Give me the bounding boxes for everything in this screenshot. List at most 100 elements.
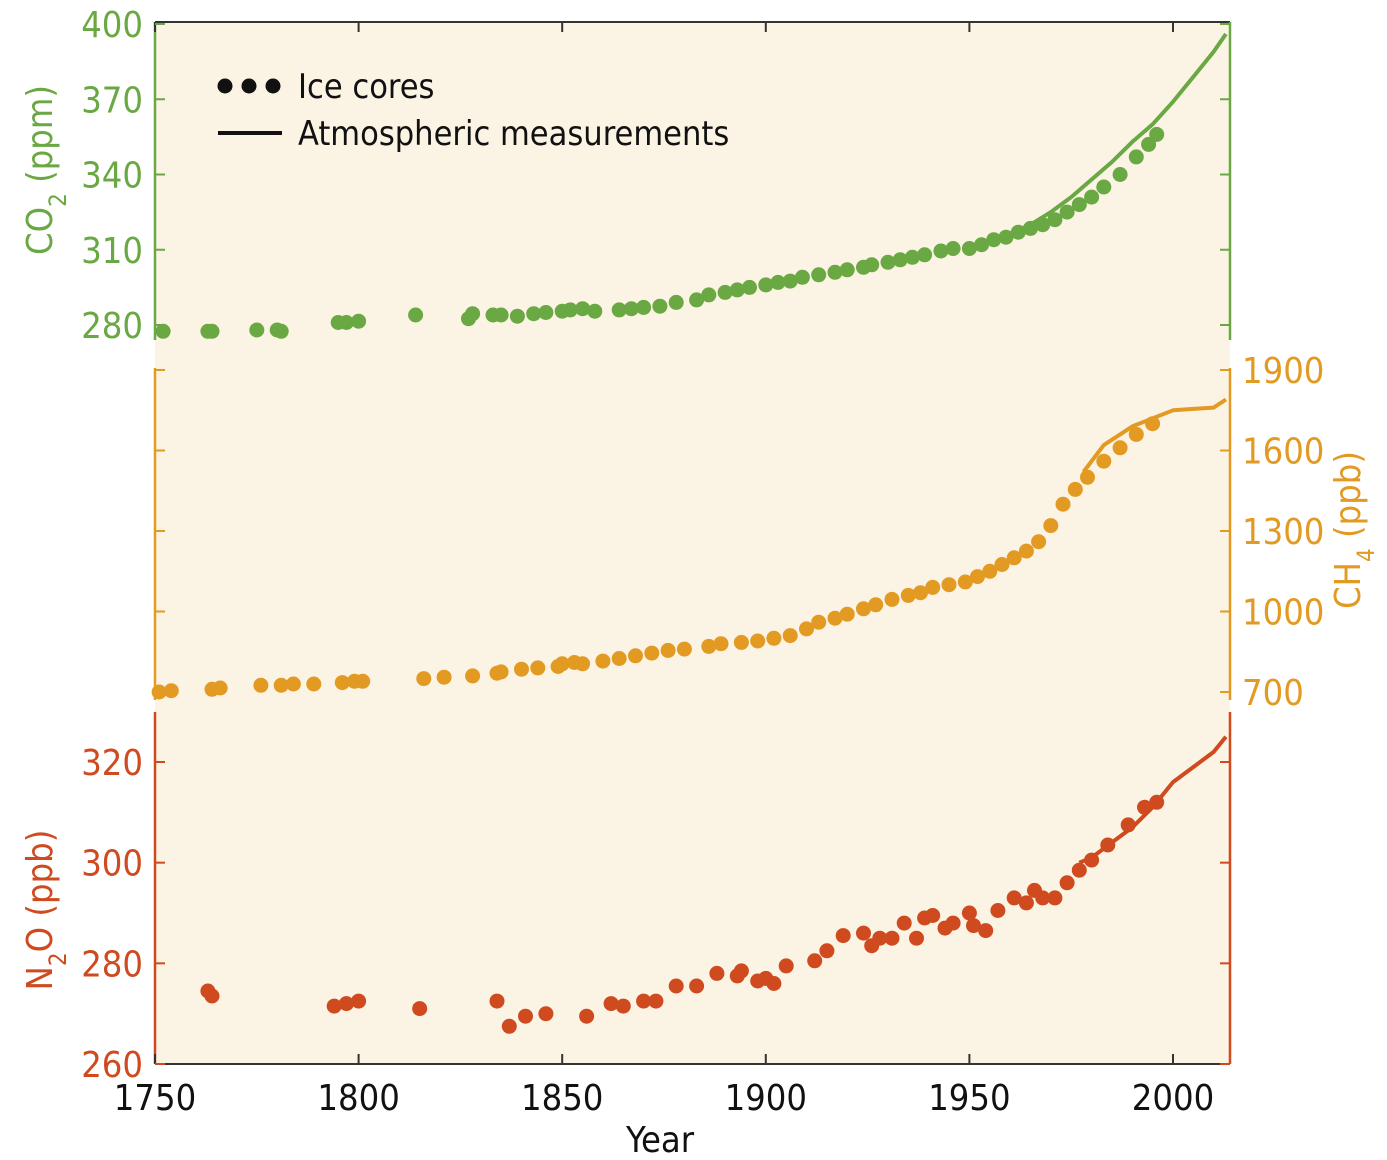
ch4-ice-core-point <box>811 614 827 630</box>
n2o-ice-core-point <box>778 958 794 974</box>
ch4-ice-core-point <box>676 641 692 657</box>
co2-ice-core-point <box>1084 189 1100 205</box>
co2-ice-core-point <box>465 306 481 322</box>
n2o-ice-core-point <box>1084 852 1100 868</box>
ch4-ice-core-point <box>416 671 432 687</box>
ch4-ice-core-point <box>884 591 900 607</box>
co2-ice-core-point <box>668 294 684 310</box>
co2-ice-core-point <box>155 323 171 339</box>
legend-ice-core-dot <box>265 78 281 94</box>
ch4-ice-core-point <box>1018 543 1034 559</box>
n2o-axis-ticks: 260 280 300 320 <box>81 743 1230 1086</box>
n2o-ice-core-point <box>489 993 505 1009</box>
co2-ice-core-point <box>998 229 1014 245</box>
legend-ice-core-dot <box>217 78 233 94</box>
n2o-ice-core-point <box>961 905 977 921</box>
n2o-tick-label: 320 <box>81 743 143 784</box>
n2o-ice-core-point <box>518 1008 533 1024</box>
co2-ice-core-point <box>493 307 509 323</box>
co2-ice-core-point <box>611 302 627 318</box>
ch4-ice-core-point <box>782 628 798 644</box>
co2-ice-core-point <box>587 303 603 319</box>
ch4-ice-core-point <box>941 577 957 593</box>
ch4-ice-core-point <box>628 648 643 664</box>
plot-background <box>155 22 1230 1064</box>
co2-ice-core-point <box>945 241 961 256</box>
x-tick-label: 1950 <box>928 1078 1010 1119</box>
n2o-ice-core-point <box>766 976 782 991</box>
legend-ice-core-dot <box>241 78 257 94</box>
ch4-ice-core-point <box>1006 550 1022 566</box>
ch4-ice-core-point <box>750 633 766 649</box>
co2-tick-label: 340 <box>81 156 143 197</box>
n2o-ice-core-point <box>1059 875 1075 891</box>
n2o-ice-core-point <box>538 1006 554 1022</box>
co2-ice-core-point <box>880 254 896 270</box>
ch4-ice-core-point <box>1080 469 1095 485</box>
co2-ice-core-point <box>904 249 920 265</box>
n2o-series <box>200 735 1228 1034</box>
n2o-ice-core-point <box>925 908 941 923</box>
n2o-ice-core-point <box>807 953 823 969</box>
n2o-ice-core-point <box>1035 890 1051 906</box>
legend-atmospheric-label: Atmospheric measurements <box>298 114 729 154</box>
co2-ice-core-point <box>933 243 949 259</box>
n2o-ice-core-point <box>945 915 961 931</box>
co2-ice-core-point <box>1096 179 1112 195</box>
co2-ice-core-point <box>917 247 933 263</box>
ch4-ice-core-point <box>273 677 289 693</box>
ch4-ice-core-point <box>1145 416 1161 432</box>
n2o-ice-core-point <box>884 930 900 946</box>
ch4-ice-core-point <box>839 606 855 622</box>
co2-ice-core-point <box>729 282 745 298</box>
co2-ice-core-point <box>892 252 908 268</box>
co2-ice-core-point <box>1141 136 1157 152</box>
co2-ice-core-point <box>689 292 705 308</box>
co2-ice-core-point <box>794 269 810 285</box>
x-axis-title: Year <box>625 1120 695 1160</box>
ch4-ice-core-point <box>1096 453 1112 469</box>
n2o-ice-core-point <box>909 930 924 946</box>
co2-ice-core-point <box>526 306 542 322</box>
ch4-ice-core-point <box>856 601 871 617</box>
x-tick-label: 1900 <box>725 1078 807 1119</box>
n2o-ice-core-point <box>872 930 888 946</box>
ch4-ice-core-point <box>151 684 167 700</box>
ch4-ice-core-point <box>982 563 998 579</box>
co2-ice-core-point <box>1112 167 1128 182</box>
co2-ice-core-point <box>1149 126 1165 142</box>
x-tick-label: 2000 <box>1132 1078 1214 1119</box>
n2o-ice-core-point <box>896 915 912 931</box>
n2o-ice-core-point <box>1071 862 1087 878</box>
co2-ice-core-point <box>273 323 289 339</box>
co2-ice-core-point <box>623 301 639 317</box>
n2o-tick-label: 280 <box>81 944 143 985</box>
n2o-ice-core-point <box>990 903 1006 918</box>
co2-ice-core-point <box>782 273 798 289</box>
co2-ice-core-point <box>575 301 591 317</box>
ch4-ice-core-point <box>595 653 611 669</box>
ch4-ice-core-point <box>554 656 570 672</box>
co2-ice-core-point <box>864 257 880 273</box>
ch4-ice-core-point <box>253 677 269 693</box>
co2-ice-core-point <box>652 298 668 314</box>
n2o-ice-core-point <box>856 925 871 941</box>
co2-ice-core-point <box>1035 217 1051 233</box>
n2o-ice-core-point <box>978 923 994 939</box>
ch4-ice-core-point <box>1043 518 1059 534</box>
co2-ice-core-point <box>758 277 774 293</box>
ch4-ice-core-point <box>1031 534 1047 550</box>
ch4-ice-core-point <box>957 574 973 590</box>
co2-ice-core-point <box>1010 224 1026 240</box>
n2o-ice-core-point <box>204 988 220 1004</box>
n2o-ice-core-point <box>351 993 367 1009</box>
ch4-ice-core-point <box>660 642 676 658</box>
ch4-ice-core-point <box>493 664 509 680</box>
co2-tick-label: 370 <box>81 80 143 121</box>
co2-ice-core-point <box>839 262 855 278</box>
ch4-ice-core-point <box>575 656 591 672</box>
co2-ice-core-point <box>974 237 990 253</box>
ch4-tick-label: 1600 <box>1242 432 1324 473</box>
co2-ice-core-point <box>770 274 786 290</box>
ch4-ice-core-point <box>1128 426 1144 442</box>
